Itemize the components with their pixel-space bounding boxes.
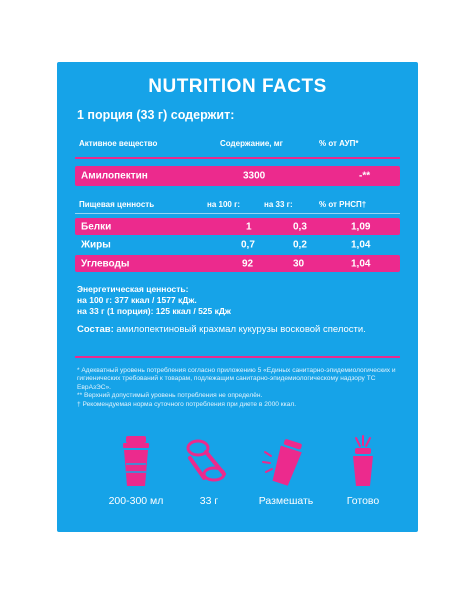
nutrition-row-fat: Жиры 0,7 0,2 1,04 (75, 236, 400, 253)
composition-label: Состав: (77, 324, 114, 335)
nutrition-header-33g: на 33 г: (264, 200, 293, 209)
active-row-name: Амилопектин (81, 170, 148, 182)
shaker-icon (111, 434, 161, 488)
nutrient-name: Жиры (81, 239, 111, 250)
nutrition-header-name: Пищевая ценность (79, 200, 155, 209)
composition-divider (75, 356, 400, 358)
step-label-stir: Размешать (258, 495, 314, 507)
preparation-steps (57, 434, 418, 494)
shake-icon (261, 434, 311, 488)
active-row-percent: -** (359, 170, 371, 182)
energy-value: Энергетическая ценность: на 100 г: 377 к… (77, 284, 231, 317)
nutrient-per-100g: 1 (246, 221, 252, 232)
active-table-divider (75, 157, 400, 159)
nutrient-percent: 1,04 (351, 258, 371, 269)
nutrition-card: NUTRITION FACTS 1 порция (33 г) содержит… (57, 62, 418, 532)
nutrient-per-33g: 0,2 (293, 239, 307, 250)
footnote-adequate-level: * Адекватный уровень потребления согласн… (77, 367, 396, 391)
nutrient-per-33g: 0,3 (293, 221, 307, 232)
nutrient-name: Углеводы (81, 258, 130, 269)
nutrition-header-100g: на 100 г: (207, 200, 241, 209)
step-label-ready: Готово (346, 495, 380, 507)
scoop-icon (184, 434, 234, 488)
active-row: Амилопектин 3300 -** (75, 166, 400, 186)
active-header-percent: % от АУП* (319, 139, 359, 148)
nutrition-row-carbs: Углеводы 92 30 1,04 (75, 255, 400, 272)
step-label-water: 200-300 мл (108, 495, 164, 507)
nutrition-table-divider (75, 213, 400, 214)
nutrition-header-percent: % от РНСП† (319, 200, 367, 209)
active-header-substance: Активное вещество (79, 139, 158, 148)
footnote-daily-norm: † Рекомендуемая норма суточного потребле… (77, 400, 297, 408)
active-header-content: Содержание, мг (220, 139, 283, 148)
composition-text: амилопектиновый крахмал кукурузы восково… (116, 324, 366, 335)
drink-ready-icon (338, 434, 388, 488)
nutrient-per-33g: 30 (293, 258, 305, 269)
composition: Состав: амилопектиновый крахмал кукурузы… (77, 324, 402, 336)
nutrient-percent: 1,09 (351, 221, 371, 232)
nutrient-percent: 1,04 (351, 239, 371, 250)
nutrition-row-protein: Белки 1 0,3 1,09 (75, 218, 400, 235)
nutrient-per-100g: 92 (242, 258, 254, 269)
step-label-dose: 33 г (199, 495, 219, 507)
active-row-content: 3300 (243, 170, 266, 182)
energy-heading: Энергетическая ценность: (77, 284, 189, 294)
portion-heading: 1 порция (33 г) содержит: (77, 108, 235, 122)
energy-per-serving: на 33 г (1 порция): 125 ккал / 525 кДж (77, 306, 231, 316)
nutrition-title: NUTRITION FACTS (148, 76, 327, 97)
footnotes: * Адекватный уровень потребления согласн… (77, 367, 402, 409)
nutrient-per-100g: 0,7 (241, 239, 255, 250)
energy-per-100g: на 100 г: 377 ккал / 1577 кДж. (77, 295, 197, 305)
footnote-upper-limit: ** Верхний допустимый уровень потреблени… (77, 392, 263, 400)
nutrient-name: Белки (81, 221, 112, 232)
